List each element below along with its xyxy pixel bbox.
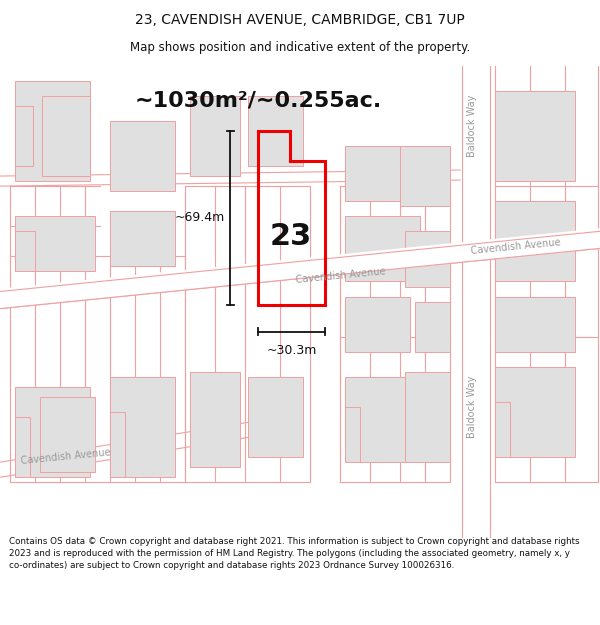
Bar bbox=[110, 377, 175, 478]
Text: ~1030m²/~0.255ac.: ~1030m²/~0.255ac. bbox=[135, 91, 382, 111]
Bar bbox=[248, 377, 303, 457]
Text: 23: 23 bbox=[270, 222, 312, 251]
Bar bbox=[495, 367, 575, 457]
Bar bbox=[400, 146, 450, 206]
Text: Cavendish Avenue: Cavendish Avenue bbox=[470, 237, 561, 256]
Bar bbox=[110, 121, 175, 191]
Text: ~69.4m: ~69.4m bbox=[175, 211, 225, 224]
Bar bbox=[345, 146, 420, 201]
Bar bbox=[40, 397, 95, 472]
Bar bbox=[495, 296, 575, 352]
Bar bbox=[405, 372, 450, 462]
Bar bbox=[415, 301, 450, 352]
Text: 23, CAVENDISH AVENUE, CAMBRIDGE, CB1 7UP: 23, CAVENDISH AVENUE, CAMBRIDGE, CB1 7UP bbox=[135, 13, 465, 27]
Bar bbox=[345, 216, 420, 281]
Bar bbox=[42, 96, 90, 176]
Polygon shape bbox=[0, 228, 600, 309]
Text: ~30.3m: ~30.3m bbox=[266, 344, 317, 357]
Bar bbox=[345, 377, 415, 462]
Bar bbox=[190, 96, 240, 176]
Bar bbox=[345, 407, 360, 462]
Bar bbox=[15, 387, 90, 478]
Text: Contains OS data © Crown copyright and database right 2021. This information is : Contains OS data © Crown copyright and d… bbox=[9, 538, 580, 570]
Bar bbox=[405, 231, 450, 286]
Bar bbox=[15, 81, 90, 181]
Text: Map shows position and indicative extent of the property.: Map shows position and indicative extent… bbox=[130, 41, 470, 54]
Bar bbox=[248, 96, 303, 166]
Bar bbox=[15, 106, 33, 166]
Text: Cavendish Avenue: Cavendish Avenue bbox=[20, 448, 111, 466]
Bar bbox=[110, 412, 125, 478]
Bar bbox=[495, 402, 510, 457]
Bar bbox=[15, 417, 30, 478]
Text: Cavendish Avenue: Cavendish Avenue bbox=[295, 266, 386, 285]
Bar bbox=[495, 91, 575, 181]
Bar bbox=[495, 201, 575, 281]
Bar bbox=[15, 231, 35, 271]
Bar bbox=[345, 296, 410, 352]
Bar bbox=[190, 372, 240, 468]
Bar bbox=[110, 211, 175, 266]
Text: Baldock Way: Baldock Way bbox=[467, 94, 477, 157]
Text: Baldock Way: Baldock Way bbox=[467, 376, 477, 438]
Bar bbox=[15, 216, 95, 271]
